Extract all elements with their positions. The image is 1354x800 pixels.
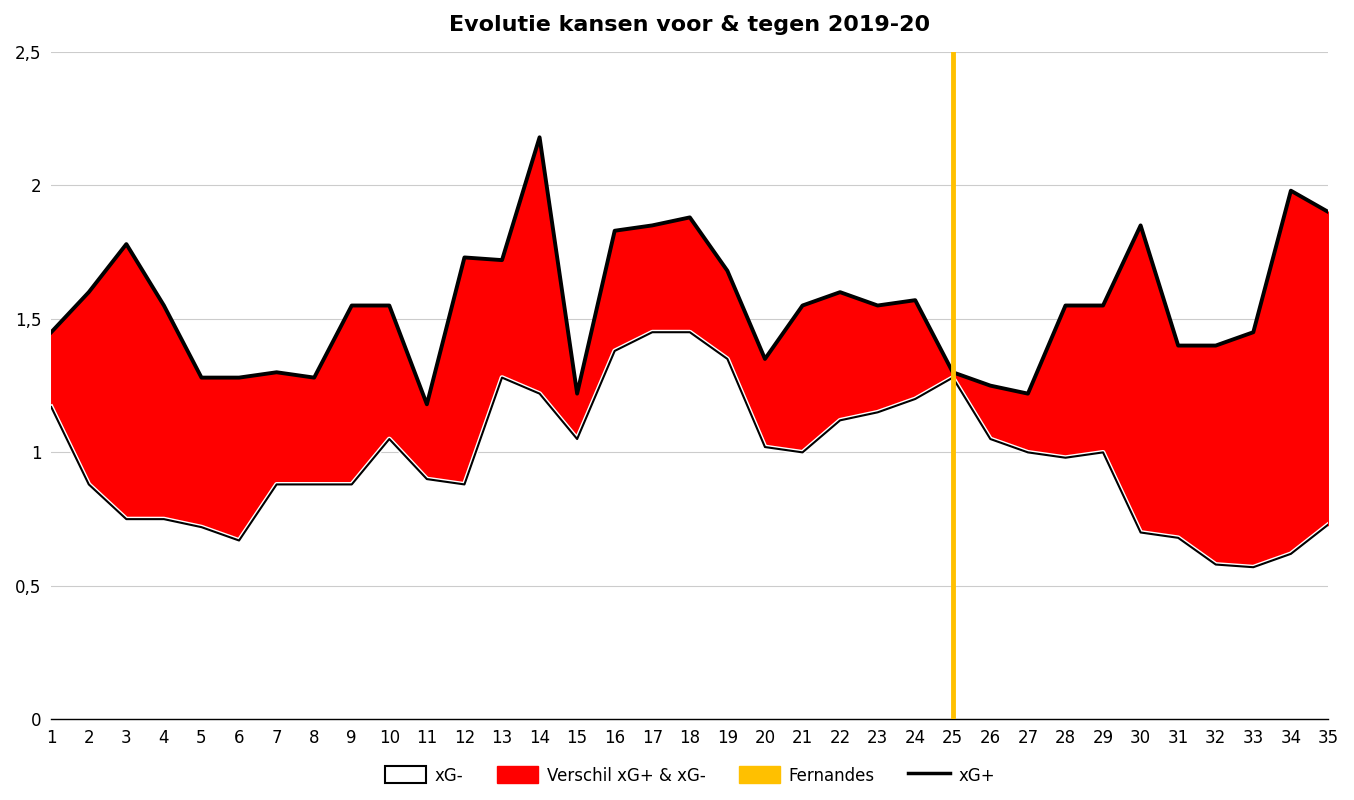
- Legend: xG-, Verschil xG+ & xG-, Fernandes, xG+: xG-, Verschil xG+ & xG-, Fernandes, xG+: [378, 760, 1002, 791]
- Title: Evolutie kansen voor & tegen 2019-20: Evolutie kansen voor & tegen 2019-20: [450, 15, 930, 35]
